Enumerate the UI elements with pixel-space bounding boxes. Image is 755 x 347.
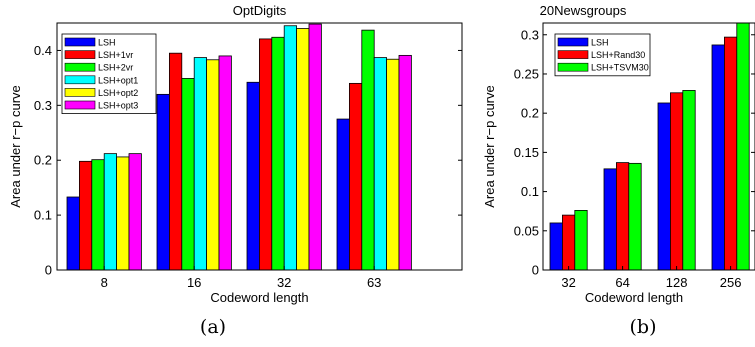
y-tick-label: 0.2 bbox=[521, 106, 539, 121]
bar-lsh-64 bbox=[603, 168, 617, 270]
axes-frame bbox=[56, 22, 463, 271]
bar-lsh-tsvm30-256 bbox=[736, 23, 750, 270]
bar-lsh-opt3-16 bbox=[218, 55, 232, 270]
legend: LSH LSH+1vr LSH+2vr LSH+opt1 LSH+opt2 LSH+opt… bbox=[61, 33, 157, 114]
x-tick-label: 32 bbox=[277, 275, 291, 290]
x-axis-label: Codeword length bbox=[210, 290, 308, 305]
bar-lsh-16 bbox=[156, 93, 170, 270]
bar-lsh-tsvm30-128 bbox=[682, 90, 696, 270]
bar-lsh-opt3-63 bbox=[398, 54, 412, 270]
y-tick-label: 0.1 bbox=[34, 208, 52, 223]
legend-swatch bbox=[64, 88, 96, 97]
legend-swatch bbox=[557, 50, 589, 59]
x-axis-label: Codeword length bbox=[585, 290, 683, 305]
bar-lsh-32 bbox=[549, 222, 563, 270]
legend-swatch bbox=[64, 75, 96, 85]
legend-label: LSH+TSVM30 bbox=[591, 63, 649, 73]
legend-label: LSH bbox=[591, 38, 609, 48]
legend-label: LSH+opt1 bbox=[98, 75, 138, 85]
bar-lsh-opt1-8 bbox=[103, 153, 117, 270]
legend-label: LSH+opt3 bbox=[98, 101, 138, 111]
legend-label: LSH bbox=[98, 38, 116, 48]
chart-title: 20Newsgroups bbox=[540, 3, 627, 18]
legend-swatch bbox=[64, 50, 96, 59]
legend-swatch bbox=[64, 100, 96, 110]
y-tick-label: 0.2 bbox=[34, 153, 52, 168]
bars bbox=[549, 23, 750, 270]
legend-swatch bbox=[64, 62, 96, 72]
y-tick-label: 0.05 bbox=[514, 223, 539, 238]
legend-label: LSH+1vr bbox=[98, 50, 133, 60]
bars bbox=[66, 23, 412, 270]
bar-lsh-2vr-8 bbox=[91, 159, 105, 270]
bar-lsh-8 bbox=[66, 196, 80, 270]
bar-lsh-2vr-32 bbox=[271, 36, 285, 270]
bar-lsh-tsvm30-64 bbox=[628, 162, 642, 270]
bar-lsh-opt2-32 bbox=[296, 28, 310, 270]
x-tick-label: 64 bbox=[615, 275, 629, 290]
bar-lsh-1vr-32 bbox=[258, 38, 273, 270]
axes-frame bbox=[542, 22, 755, 271]
bar-lsh-1vr-63 bbox=[348, 82, 363, 270]
x-tick-label: 128 bbox=[666, 275, 688, 290]
bar-lsh-opt2-16 bbox=[206, 59, 220, 270]
y-axis-label: Area under r−p curve bbox=[482, 85, 497, 207]
bar-lsh-opt1-16 bbox=[193, 57, 207, 270]
bar-lsh-1vr-8 bbox=[79, 160, 93, 270]
bar-lsh-opt2-8 bbox=[116, 156, 130, 270]
bar-lsh-rand30-128 bbox=[670, 92, 684, 270]
subfigure-caption: (a) bbox=[200, 316, 226, 338]
y-tick-label: 0.15 bbox=[514, 145, 539, 160]
bar-lsh-256 bbox=[711, 44, 725, 270]
legend-swatch bbox=[557, 62, 589, 72]
bar-lsh-63 bbox=[336, 118, 350, 270]
legend-label: LSH+2vr bbox=[98, 63, 133, 73]
bar-lsh-rand30-256 bbox=[724, 36, 738, 270]
bar-lsh-2vr-16 bbox=[181, 78, 195, 270]
y-tick-label: 0.3 bbox=[34, 98, 52, 113]
legend-swatch bbox=[64, 37, 96, 47]
bar-lsh-opt3-32 bbox=[308, 23, 322, 270]
y-tick-label: 0.4 bbox=[34, 43, 52, 58]
y-tick-label: 0.25 bbox=[514, 66, 539, 81]
bar-lsh-opt3-8 bbox=[128, 153, 142, 270]
y-axis-label: Area under r−p curve bbox=[8, 85, 23, 207]
y-tick-label: 0 bbox=[45, 263, 52, 278]
y-tick-label: 0.1 bbox=[521, 184, 539, 199]
y-tick-label: 0 bbox=[532, 263, 539, 278]
bar-lsh-1vr-16 bbox=[168, 52, 183, 270]
legend-label: LSH+Rand30 bbox=[591, 50, 645, 60]
bar-lsh-rand30-32 bbox=[562, 214, 576, 270]
legend: LSH LSH+Rand30 LSH+TSVM30 bbox=[554, 33, 651, 77]
bar-lsh-rand30-64 bbox=[616, 162, 630, 270]
x-tick-label: 32 bbox=[561, 275, 575, 290]
legend-swatch bbox=[557, 37, 589, 47]
legend-box bbox=[61, 33, 157, 114]
bar-lsh-opt2-63 bbox=[386, 58, 400, 270]
x-tick-label: 256 bbox=[720, 275, 742, 290]
chart-title: OptDigits bbox=[233, 3, 287, 18]
bar-lsh-32 bbox=[246, 81, 260, 270]
legend-label: LSH+opt2 bbox=[98, 88, 138, 98]
chart-b: 0 0.05 0.1 0.15 0.2 0.25 0.3 32 64 128 256 20Newsgr… bbox=[482, 3, 755, 338]
y-tick-label: 0.3 bbox=[521, 27, 539, 42]
x-tick-label: 8 bbox=[101, 275, 108, 290]
bar-lsh-2vr-63 bbox=[361, 29, 375, 270]
bar-lsh-128 bbox=[657, 102, 671, 270]
x-tick-label: 16 bbox=[187, 275, 201, 290]
chart-a: 0 0.1 0.2 0.3 0.4 8 16 32 63 OptDigits Codeword le… bbox=[8, 3, 463, 338]
x-tick-label: 63 bbox=[367, 275, 381, 290]
subfigure-caption: (b) bbox=[630, 316, 657, 338]
bar-lsh-tsvm30-32 bbox=[574, 210, 588, 270]
bar-lsh-opt1-32 bbox=[283, 25, 298, 270]
bar-lsh-opt1-63 bbox=[373, 57, 388, 270]
